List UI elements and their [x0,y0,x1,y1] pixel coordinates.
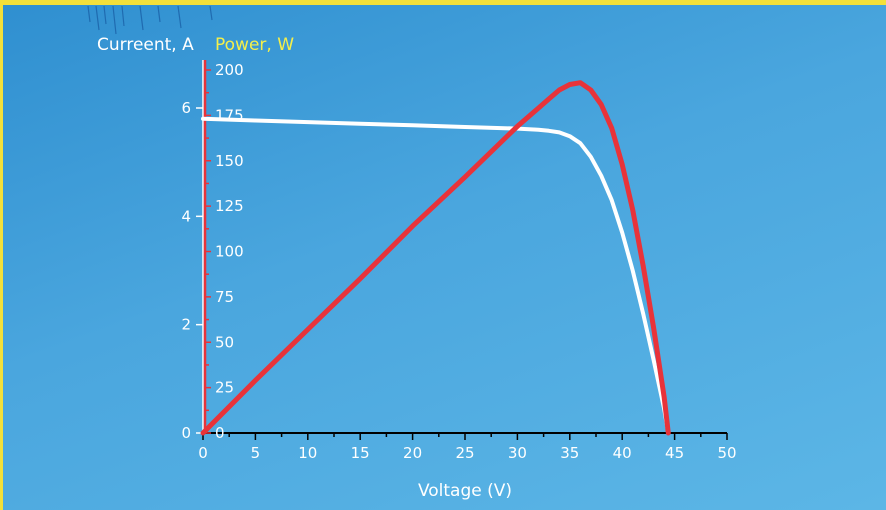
x-tick-label: 25 [455,444,474,462]
current-tick-label: 2 [181,316,191,334]
x-tick-label: 20 [403,444,422,462]
x-tick-label: 45 [665,444,684,462]
current-axis-title: Curreent, A [97,35,194,55]
series-power-group [200,80,671,436]
current-tick-label: 0 [181,424,191,442]
x-ticks-group: 0 5 10 15 20 25 30 35 40 45 50 [198,433,737,462]
x-tick-label: 15 [351,444,370,462]
power-tick-label: 25 [215,379,234,397]
power-tick-label: 125 [215,197,244,215]
power-curve [200,80,671,436]
power-axis-title: Power, W [215,35,294,55]
current-curve [201,116,671,435]
x-tick-label: 10 [298,444,317,462]
x-tick-label: 30 [508,444,527,462]
x-tick-label: 40 [613,444,632,462]
x-tick-label: 0 [198,444,208,462]
series-current-group [201,116,671,435]
x-tick-label: 35 [560,444,579,462]
power-tick-label: 0 [215,424,225,442]
power-tick-label: 50 [215,333,234,351]
power-tick-label: 150 [215,152,244,170]
axes-group [202,60,727,434]
x-axis-title: Voltage (V) [418,481,512,501]
current-tick-label: 6 [181,99,191,117]
power-tick-label: 75 [215,288,234,306]
power-tick-label: 100 [215,243,244,261]
current-ticks-group: 0 2 4 6 [181,99,203,442]
current-tick-label: 4 [181,207,191,225]
power-tick-label: 200 [215,61,244,79]
decorative-streaks [87,5,213,35]
x-tick-label: 5 [251,444,261,462]
x-tick-label: 50 [717,444,736,462]
